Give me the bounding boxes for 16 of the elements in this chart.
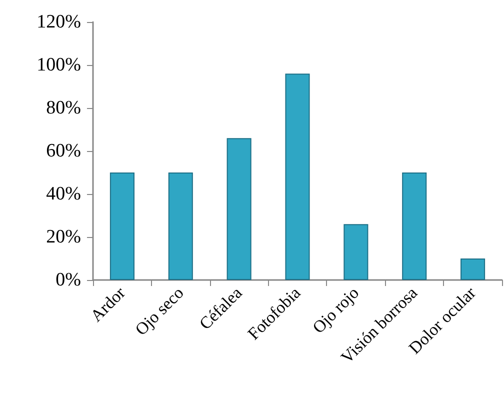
x-tick-label: Ojo seco [132,283,188,340]
y-tick-label: 100% [36,54,82,76]
y-tick-label: 80% [46,98,82,118]
bar [226,138,252,280]
bar [168,172,193,280]
y-tick-label: 20% [46,226,82,248]
y-tick-label: 40% [46,184,82,204]
bar [402,172,427,280]
x-tick-label: Ojo rojo [308,283,363,338]
bar [110,172,134,280]
y-tick-label: 120% [36,12,82,32]
bar [344,224,368,280]
bar [285,74,310,280]
bar [460,258,486,280]
y-tick-label: 0% [56,270,82,290]
y-tick-label: 60% [46,140,82,162]
